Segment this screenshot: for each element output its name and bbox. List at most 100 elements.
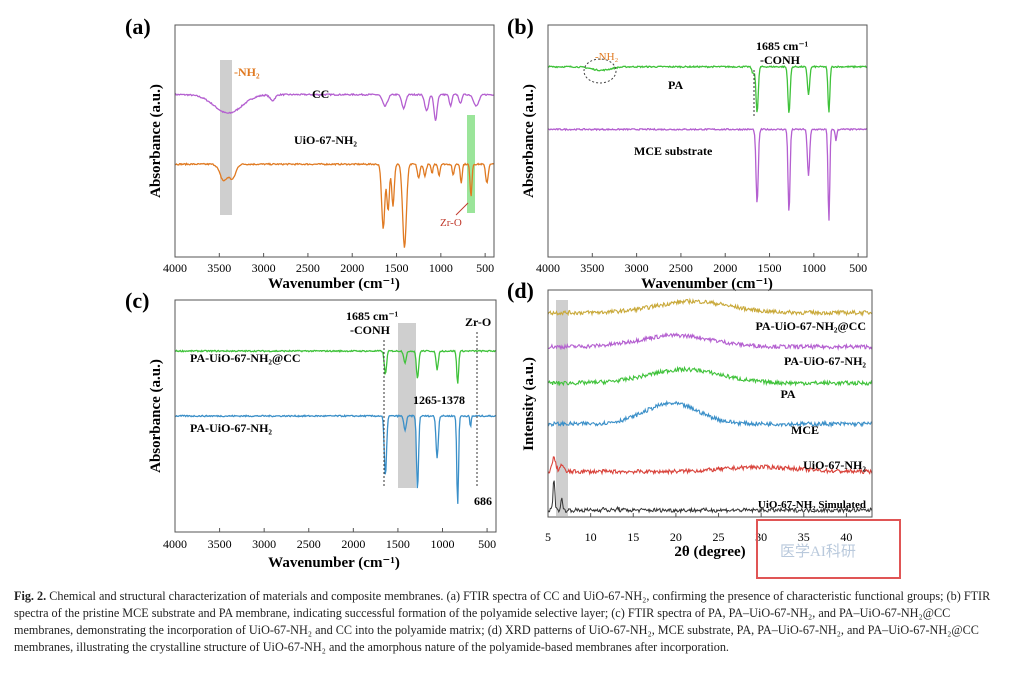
panel-b-frame — [547, 24, 868, 258]
panel-d-xtick-label: 10 — [585, 530, 597, 544]
panel-c-xtick-label: 4000 — [163, 537, 187, 551]
panel-c-label: (c) — [125, 288, 149, 313]
panel-a-xlabel: Wavenumber (cm⁻¹) — [268, 276, 400, 292]
panel-b-xtick-label: 3500 — [580, 261, 604, 275]
panel-c-series-pauiocc-label: PA-UiO-67-NH₂@CC — [190, 351, 301, 365]
panel-a-zro-arrow — [455, 202, 469, 216]
panel-b-xtick-label: 1000 — [802, 261, 826, 275]
panel-b: (b) -NH₂ 1685 cm⁻¹ -CONH PA MCE substrat… — [507, 14, 868, 292]
panel-b-ann-1685: 1685 cm⁻¹ — [756, 39, 809, 53]
panel-c-ann-range: 1265-1378 — [413, 393, 465, 407]
panel-a-xtick-label: 1000 — [429, 261, 453, 275]
panel-d-xticks: 5 10 15 20 25 30 35 40 — [545, 513, 852, 544]
panel-d-series-pa-label: PA — [780, 387, 795, 401]
panel-a-label: (a) — [125, 14, 151, 39]
panel-c-series-pauiocc — [174, 349, 497, 384]
panel-c-xtick-label: 2000 — [341, 537, 365, 551]
panel-a-xtick-label: 1500 — [385, 261, 409, 275]
panel-d-ylabel: Intensity (a.u.) — [521, 357, 537, 451]
panel-b-xticks: 4000 3500 3000 2500 2000 1500 1000 500 — [536, 253, 867, 275]
panel-c-frame — [174, 299, 497, 533]
panel-d-series-pauio — [547, 332, 873, 351]
panel-b-ann-nh2: -NH₂ — [595, 51, 619, 63]
panel-a-series-uio — [174, 162, 495, 248]
panel-c-series-pauio-label: PA-UiO-67-NH₂ — [190, 421, 272, 435]
panel-b-ann-conh: -CONH — [760, 53, 801, 67]
panel-d-series-uio-label: UiO-67-NH₂ — [803, 458, 866, 472]
panel-c-ann-1685: 1685 cm⁻¹ — [346, 309, 399, 323]
figure-caption: Fig. 2. Chemical and structural characte… — [14, 588, 1010, 656]
panel-a-band-zro — [467, 115, 475, 213]
panel-a-series-cc-label: CC — [312, 87, 329, 101]
panel-b-xtick-label: 2500 — [669, 261, 693, 275]
panel-a-ann-zro: Zr-O — [440, 217, 462, 229]
panel-a-ann-nh2: -NH₂ — [234, 65, 260, 79]
panel-b-xtick-label: 3000 — [625, 261, 649, 275]
panel-a-xtick-label: 2500 — [296, 261, 320, 275]
caption-text: Chemical and structural characterization… — [14, 589, 991, 654]
panel-d-series-pauiocc — [547, 297, 873, 317]
panel-b-xtick-label: 1500 — [758, 261, 782, 275]
panel-a-xticks: 4000 3500 3000 2500 2000 1500 1000 500 — [163, 253, 494, 275]
panel-d-series-pa — [547, 365, 873, 387]
panel-d-xtick-label: 15 — [627, 530, 639, 544]
panel-a-xtick-label: 4000 — [163, 261, 187, 275]
panel-c: (c) 1685 cm⁻¹ -CONH 1265-1378 Zr-O 686 P… — [125, 288, 497, 571]
panel-b-xtick-label: 4000 — [536, 261, 560, 275]
panel-b-label: (b) — [507, 14, 534, 39]
panel-c-xticks: 4000 3500 3000 2500 2000 1500 1000 500 — [163, 528, 496, 551]
panel-c-ann-zro: Zr-O — [465, 315, 491, 329]
panel-b-xtick-label: 2000 — [713, 261, 737, 275]
panel-c-xtick-label: 2500 — [297, 537, 321, 551]
panel-d-xtick-label: 20 — [670, 530, 682, 544]
panel-d-series-sim-label: UiO-67-NH₂ Simulated — [758, 499, 866, 511]
panel-a: (a) -NH₂ CC UiO-67-NH₂ Zr-O Absorbance (… — [125, 14, 495, 292]
panel-b-ylabel: Absorbance (a.u.) — [521, 84, 537, 198]
panel-d-series-uio — [547, 456, 873, 476]
panel-c-xtick-label: 3000 — [252, 537, 276, 551]
panel-c-xtick-label: 1000 — [431, 537, 455, 551]
panel-b-xlabel: Wavenumber (cm⁻¹) — [641, 276, 773, 292]
panel-d-xtick-label: 35 — [798, 530, 810, 544]
panel-a-xtick-label: 3000 — [252, 261, 276, 275]
panel-d-frame — [547, 289, 873, 518]
panel-c-xtick-label: 1500 — [386, 537, 410, 551]
panel-d-series-pauio-label: PA-UiO-67-NH₂ — [784, 354, 866, 368]
panel-d-xtick-label: 25 — [713, 530, 725, 544]
panel-d-xlabel: 2θ (degree) — [674, 544, 745, 560]
caption-label: Fig. 2. — [14, 589, 47, 603]
panel-d-label: (d) — [507, 278, 534, 303]
panel-d-xtick-label: 5 — [545, 530, 551, 544]
panel-d-xtick-label: 40 — [840, 530, 852, 544]
panel-b-xtick-label: 500 — [849, 261, 867, 275]
panel-a-ylabel: Absorbance (a.u.) — [148, 84, 164, 198]
panel-d-series-pauiocc-label: PA-UiO-67-NH₂@CC — [755, 319, 866, 333]
panel-c-xlabel: Wavenumber (cm⁻¹) — [268, 555, 400, 571]
panel-a-xtick-label: 3500 — [207, 261, 231, 275]
panel-c-band — [398, 323, 416, 488]
panel-a-xtick-label: 2000 — [340, 261, 364, 275]
panel-b-series-pa-label: PA — [668, 78, 683, 92]
panel-c-xtick-label: 3500 — [208, 537, 232, 551]
panel-c-ann-conh: -CONH — [350, 323, 391, 337]
panel-c-ann-686: 686 — [474, 494, 492, 508]
watermark-highlight-box — [756, 519, 901, 579]
panel-b-series-mce-label: MCE substrate — [634, 144, 713, 158]
panel-d-series-sim — [547, 480, 873, 515]
panel-b-series-pa — [547, 64, 868, 113]
panel-c-series-pauio — [174, 414, 497, 504]
watermark-text: 医学AI科研 — [780, 543, 856, 560]
panel-c-ylabel: Absorbance (a.u.) — [148, 359, 164, 473]
panel-a-frame — [174, 24, 495, 258]
panel-a-series-uio-label: UiO-67-NH₂ — [294, 133, 357, 147]
panel-a-series-cc — [174, 92, 495, 121]
panel-d: (d) PA-UiO-67-NH₂@CC PA-UiO-67-NH₂ PA MC… — [507, 278, 901, 579]
panel-d-xtick-label: 30 — [755, 530, 767, 544]
panel-d-band — [556, 300, 568, 516]
panel-b-nh2-circle — [583, 58, 617, 84]
panel-a-xtick-label: 500 — [476, 261, 494, 275]
panel-c-xtick-label: 500 — [478, 537, 496, 551]
panel-b-series-mce — [547, 127, 868, 221]
panel-d-series-mce-label: MCE — [791, 423, 819, 437]
